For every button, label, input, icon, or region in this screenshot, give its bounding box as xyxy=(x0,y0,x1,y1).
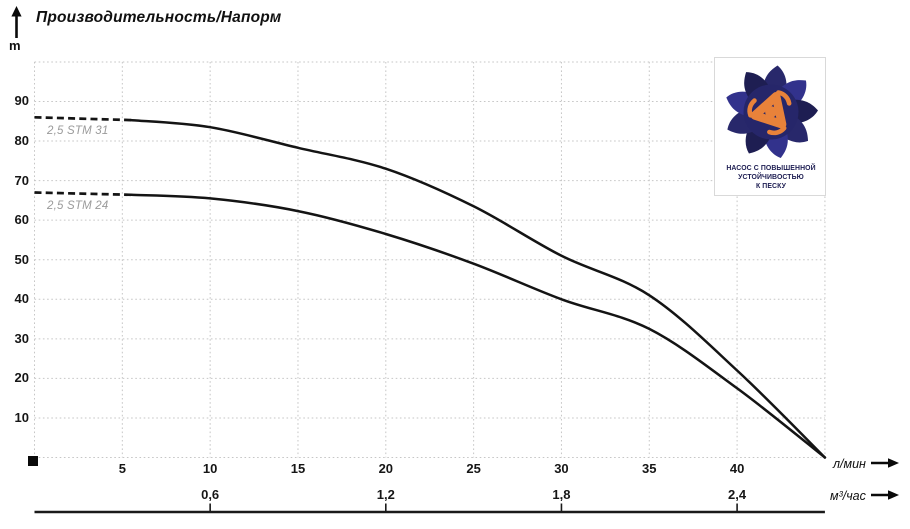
y-axis-arrow-icon xyxy=(11,6,22,38)
secondary-x-tick-label: 2,4 xyxy=(728,487,747,502)
y-tick-label: 40 xyxy=(14,291,29,307)
y-tick-label: 50 xyxy=(14,251,29,267)
x-tick-label: 10 xyxy=(202,461,218,476)
origin-marker xyxy=(28,456,38,466)
pump-impeller-logo-icon xyxy=(726,65,818,158)
secondary-x-tick-label: 1,2 xyxy=(376,487,395,502)
curve-dashed-start xyxy=(34,191,132,197)
y-tick-label: 10 xyxy=(14,409,29,425)
y-tick-label: 60 xyxy=(14,212,29,228)
badge-caption-line2: УСТОЙЧИВОСТЬЮ xyxy=(738,174,804,181)
x-tick-label: 20 xyxy=(378,461,394,476)
x-axis-arrow-icon xyxy=(871,458,899,468)
secondary-x-tick-label: 1,8 xyxy=(552,487,571,502)
y-tick-label: 20 xyxy=(14,370,29,386)
curve-label: 2,5 STM 24 xyxy=(47,200,109,213)
y-tick-label: 30 xyxy=(14,330,29,346)
y-tick-label: 70 xyxy=(14,172,29,188)
y-axis-unit-label: m xyxy=(9,38,21,53)
y-tick-label: 80 xyxy=(14,133,29,149)
x-axis-unit-m3hour: м³/час xyxy=(830,489,866,503)
x-tick-label: 35 xyxy=(642,461,657,476)
x-tick-label: 40 xyxy=(729,461,745,476)
badge-caption-line1: НАСОС С ПОВЫШЕННОЙ xyxy=(726,165,816,172)
x-axis-unit-lmin: л/мин xyxy=(833,457,866,471)
x-tick-label: 30 xyxy=(554,461,569,476)
x-tick-label: 15 xyxy=(290,461,306,476)
secondary-x-tick-label: 0,6 xyxy=(201,487,220,502)
y-tick-label: 90 xyxy=(14,93,29,109)
secondary-x-axis-arrow-icon xyxy=(871,490,899,500)
curve-label: 2,5 STM 31 xyxy=(47,125,109,138)
sand-resistance-badge: НАСОС С ПОВЫШЕННОЙ УСТОЙЧИВОСТЬЮ К ПЕСКУ xyxy=(714,57,826,196)
pump-curve xyxy=(129,118,827,459)
x-tick-label: 25 xyxy=(466,461,481,476)
pump-curve xyxy=(129,193,827,459)
x-tick-label: 5 xyxy=(118,461,126,476)
badge-caption: НАСОС С ПОВЫШЕННОЙ УСТОЙЧИВОСТЬЮ К ПЕСКУ xyxy=(715,164,827,191)
curve-dashed-start xyxy=(34,115,132,122)
chart-title: Производительность/Напорм xyxy=(36,9,282,26)
badge-caption-line3: К ПЕСКУ xyxy=(755,183,786,190)
